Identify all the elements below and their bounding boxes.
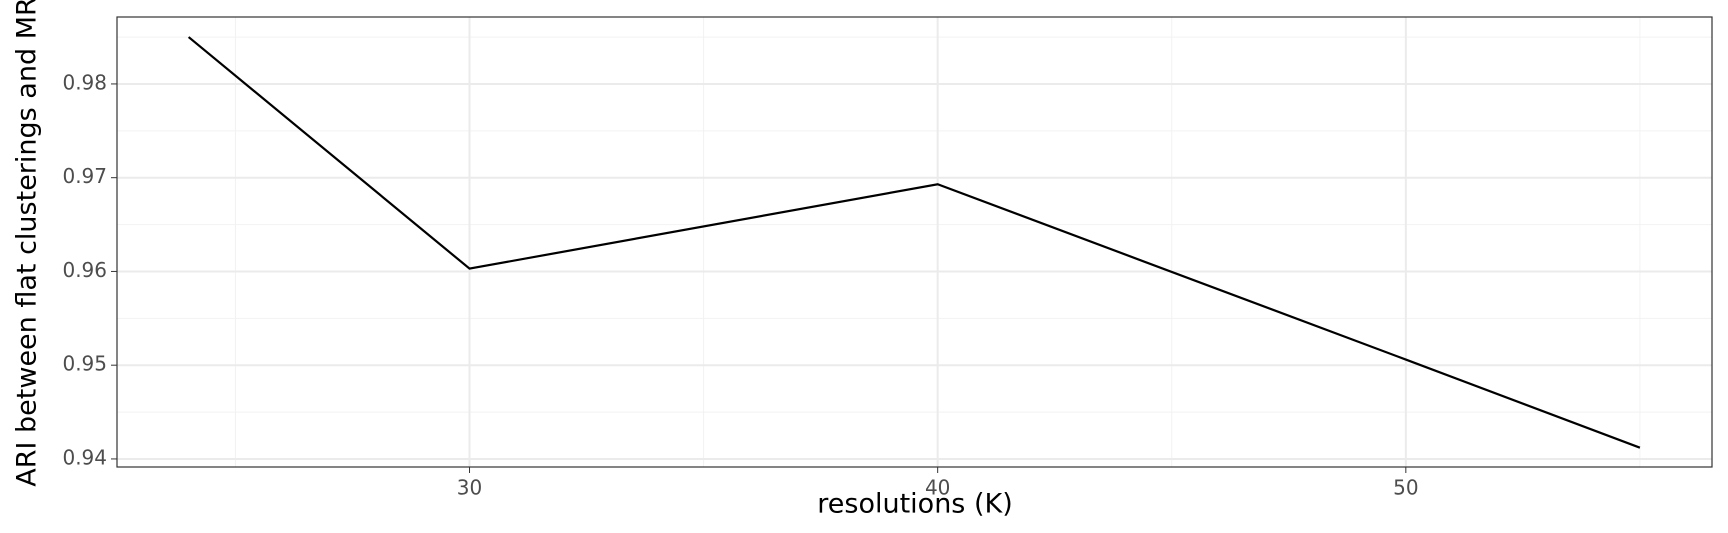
data-line: [187, 36, 1641, 449]
y-tick-label: 0.98: [62, 70, 107, 94]
y-tick-label: 0.95: [62, 352, 107, 376]
plot-border: [116, 16, 1713, 468]
x-axis-title: resolutions (K): [817, 489, 1012, 520]
y-tick-label: 0.97: [62, 164, 107, 188]
x-tick-label: 30: [457, 476, 482, 500]
y-tick-label: 0.96: [62, 258, 107, 282]
y-tick-label: 0.94: [62, 445, 107, 469]
y-axis-title: ARI between flat clusterings and MR: [12, 0, 43, 487]
x-tick-label: 40: [925, 476, 950, 500]
x-tick-label: 50: [1393, 476, 1418, 500]
